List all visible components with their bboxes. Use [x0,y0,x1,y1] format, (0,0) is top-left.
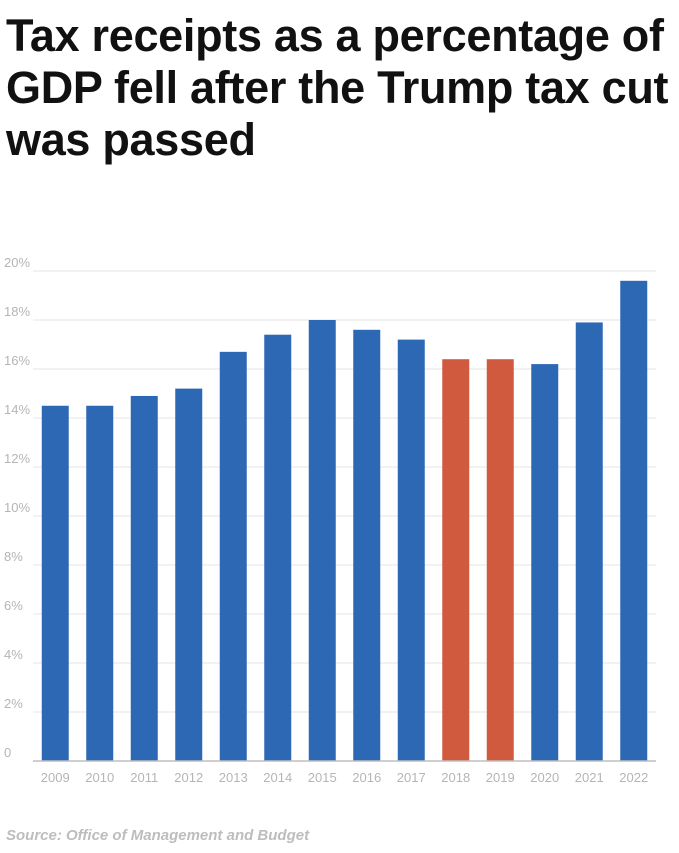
bar-2013 [219,351,247,761]
bar-2015 [308,320,336,761]
bar-chart: 0 2% 4% 6% 8% 10% 12% 14% 16% 18% 20% 2009 2010 2011… [4,255,656,785]
bar-2010 [86,405,114,761]
bar-2021 [575,322,603,761]
y-tick-label: 0 [4,745,11,760]
bars [41,280,648,761]
y-tick-label: 18% [4,304,30,319]
x-tick-label: 2010 [85,770,114,785]
bar-2019 [486,359,514,761]
y-tick-label: 10% [4,500,30,515]
gridlines [33,270,656,713]
x-tick-label: 2012 [174,770,203,785]
x-tick-label: 2014 [263,770,292,785]
y-axis-ticks: 0 2% 4% 6% 8% 10% 12% 14% 16% 18% 20% [4,255,30,760]
x-tick-label: 2018 [441,770,470,785]
bar-2020 [531,364,559,761]
x-tick-label: 2020 [530,770,559,785]
y-tick-label: 2% [4,696,23,711]
y-tick-label: 6% [4,598,23,613]
y-tick-label: 14% [4,402,30,417]
x-tick-label: 2015 [308,770,337,785]
y-tick-label: 4% [4,647,23,662]
y-tick-label: 16% [4,353,30,368]
x-tick-label: 2019 [486,770,515,785]
bar-2022 [620,280,648,761]
x-tick-label: 2011 [130,770,158,785]
bar-2017 [397,339,425,761]
chart-title: Tax receipts as a percentage of GDP fell… [6,10,669,165]
x-tick-label: 2021 [575,770,604,785]
x-tick-label: 2016 [352,770,381,785]
bar-2016 [353,329,381,761]
bar-2009 [41,405,69,761]
bar-2012 [175,388,203,761]
bar-2014 [264,334,292,761]
x-tick-label: 2013 [219,770,248,785]
x-tick-label: 2009 [41,770,70,785]
x-tick-label: 2017 [397,770,426,785]
bar-2018 [442,359,470,761]
y-tick-label: 12% [4,451,30,466]
source-note: Source: Office of Management and Budget [6,827,310,844]
x-axis-ticks: 2009 2010 2011 2012 2013 2014 2015 2016 2017 2018… [41,770,648,785]
y-tick-label: 20% [4,255,30,270]
y-tick-label: 8% [4,549,23,564]
bar-2011 [130,395,158,761]
x-tick-label: 2022 [619,770,648,785]
